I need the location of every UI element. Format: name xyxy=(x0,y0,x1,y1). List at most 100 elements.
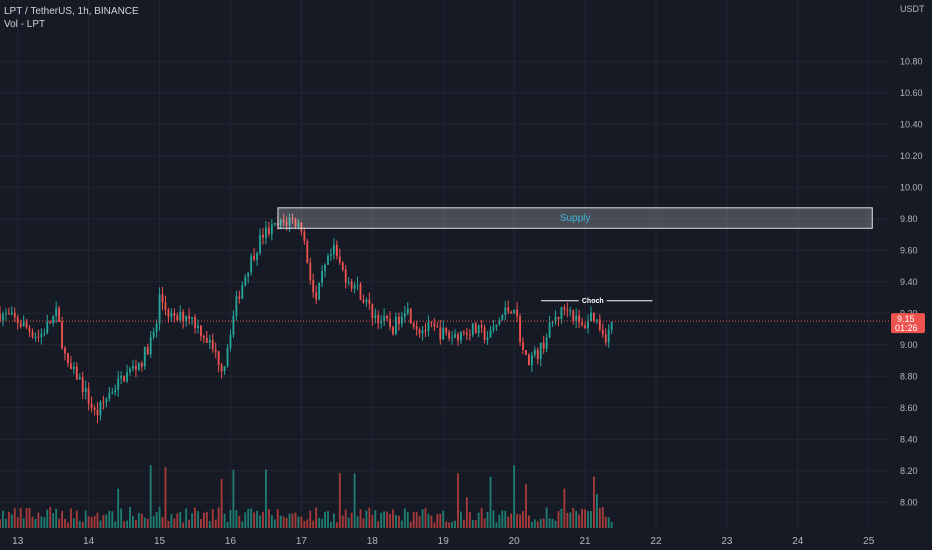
volume-bar xyxy=(433,522,436,528)
candle-body xyxy=(330,253,332,256)
candle-body xyxy=(208,340,211,343)
candle-body xyxy=(294,218,297,227)
candle-body xyxy=(389,318,391,327)
volume-indicator-label[interactable]: Vol - LPT xyxy=(4,19,46,30)
candle-body xyxy=(262,234,264,238)
volume-bar xyxy=(442,510,445,528)
time-tick-label: 24 xyxy=(792,536,804,547)
candle-body xyxy=(7,313,10,315)
volume-bar xyxy=(575,510,578,528)
candle-body xyxy=(270,224,273,235)
candle-body xyxy=(87,388,90,404)
candle-body xyxy=(359,284,362,300)
volume-bar xyxy=(330,521,332,528)
volume-bar xyxy=(253,512,256,528)
supply-zone-label: Supply xyxy=(560,213,591,224)
candle-body xyxy=(386,315,389,319)
candle-body xyxy=(554,316,557,322)
time-tick-label: 20 xyxy=(509,536,521,547)
candle-body xyxy=(152,332,155,337)
volume-bar xyxy=(525,484,527,528)
candle-body xyxy=(607,329,610,343)
volume-bar xyxy=(465,497,468,528)
candle-body xyxy=(108,392,111,399)
candle-body xyxy=(530,354,533,366)
volume-bar xyxy=(217,507,220,528)
time-tick-label: 22 xyxy=(650,536,662,547)
price-tick-label: 8.00 xyxy=(900,497,918,507)
volume-bar xyxy=(327,511,329,528)
candle-body xyxy=(70,363,72,370)
volume-bar xyxy=(548,518,551,528)
volume-bar xyxy=(235,509,238,528)
volume-bar xyxy=(595,494,598,528)
time-tick-label: 16 xyxy=(225,536,237,547)
price-tick-label: 8.40 xyxy=(900,434,918,444)
volume-bar xyxy=(238,515,241,528)
candle-body xyxy=(126,372,128,382)
volume-bar xyxy=(288,513,291,528)
candle-body xyxy=(445,327,448,333)
volume-bar xyxy=(519,514,521,528)
volume-bar xyxy=(220,478,223,528)
candle-body xyxy=(78,377,81,380)
volume-bar xyxy=(78,520,81,528)
volume-bar xyxy=(498,514,501,528)
time-axis[interactable]: 13 14 15 16 17 18 19 20 21 22 23 24 25 xyxy=(12,536,875,547)
candle-body xyxy=(598,319,601,330)
volume-bar xyxy=(489,476,492,528)
candle-body xyxy=(504,307,507,315)
candle-body xyxy=(58,308,61,322)
volume-bar xyxy=(341,515,344,528)
volume-bar xyxy=(365,510,368,528)
candle-body xyxy=(604,334,607,343)
volume-bar xyxy=(99,520,102,528)
volume-bar xyxy=(123,521,126,528)
volume-bar xyxy=(0,519,1,528)
time-tick-label: 17 xyxy=(296,536,308,547)
candle-body xyxy=(377,315,380,324)
candle-body xyxy=(533,349,536,355)
candle-body xyxy=(19,322,22,327)
candle-body xyxy=(46,321,49,334)
candle-body xyxy=(327,255,329,265)
volume-bar xyxy=(522,511,524,528)
candle-body xyxy=(545,337,548,349)
candle-body xyxy=(256,252,258,260)
symbol-title[interactable]: LPT / TetherUS, 1h, BINANCE xyxy=(4,6,139,17)
candle-body xyxy=(72,366,75,370)
volume-bar xyxy=(167,520,170,528)
price-axis[interactable]: 8.008.208.408.608.809.009.209.409.609.80… xyxy=(891,4,925,507)
volume-bar xyxy=(202,512,205,528)
volume-bar xyxy=(19,507,22,528)
price-tick-label: 9.40 xyxy=(900,277,918,287)
candle-body xyxy=(427,322,430,332)
candle-body xyxy=(167,309,170,317)
volume-bar xyxy=(173,518,176,528)
price-tick-label: 9.60 xyxy=(900,245,918,255)
volume-bar xyxy=(557,511,560,528)
volume-bar xyxy=(75,510,78,528)
candle-body xyxy=(28,327,31,332)
time-tick-label: 18 xyxy=(367,536,379,547)
candle-body xyxy=(321,270,323,283)
candle-body xyxy=(335,244,338,257)
volume-bar xyxy=(406,511,409,528)
candle-body xyxy=(412,323,415,327)
candle-body xyxy=(347,281,350,283)
volume-bar xyxy=(72,518,75,528)
volume-bar xyxy=(474,520,477,528)
volume-bar xyxy=(16,517,19,528)
candle-body xyxy=(436,326,439,328)
candle-body xyxy=(483,327,486,340)
candle-body xyxy=(25,322,28,328)
volume-bar xyxy=(448,522,451,528)
volume-bar xyxy=(244,512,247,528)
time-tick-label: 15 xyxy=(154,536,166,547)
candle-body xyxy=(250,255,253,273)
candle-body xyxy=(93,407,96,410)
volume-bar xyxy=(607,517,610,528)
candle-body xyxy=(135,365,137,370)
candle-body xyxy=(188,315,191,319)
